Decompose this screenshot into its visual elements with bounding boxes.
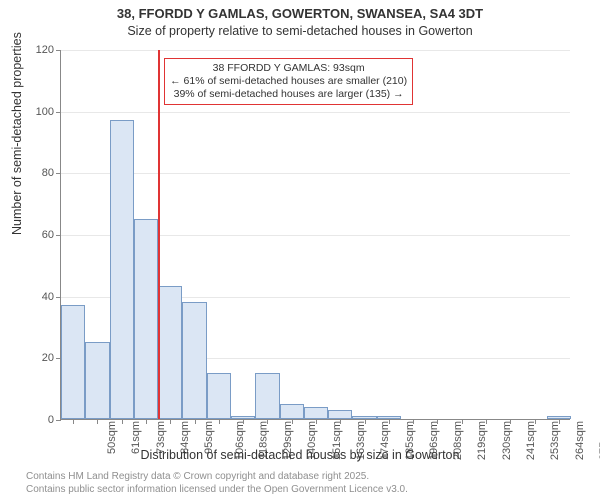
x-tick-mark bbox=[389, 419, 390, 424]
x-tick-mark bbox=[316, 419, 317, 424]
y-tick-label: 0 bbox=[14, 414, 54, 426]
histogram-bar bbox=[158, 286, 182, 419]
gridline bbox=[61, 173, 570, 174]
annotation-line: ← 61% of semi-detached houses are smalle… bbox=[170, 75, 407, 88]
histogram-bar bbox=[85, 342, 109, 419]
histogram-bar bbox=[182, 302, 206, 419]
histogram-bar bbox=[61, 305, 85, 419]
gridline bbox=[61, 50, 570, 51]
x-tick-mark bbox=[292, 419, 293, 424]
title-line1: 38, FFORDD Y GAMLAS, GOWERTON, SWANSEA, … bbox=[0, 6, 600, 23]
y-axis-label: Number of semi-detached properties bbox=[10, 32, 24, 235]
annotation-line: 38 FFORDD Y GAMLAS: 93sqm bbox=[170, 62, 407, 75]
chart-title: 38, FFORDD Y GAMLAS, GOWERTON, SWANSEA, … bbox=[0, 0, 600, 39]
histogram-bar bbox=[304, 407, 328, 419]
x-tick-mark bbox=[340, 419, 341, 424]
y-tick-label: 120 bbox=[14, 44, 54, 56]
footer-line1: Contains HM Land Registry data © Crown c… bbox=[26, 471, 408, 484]
x-tick-mark bbox=[243, 419, 244, 424]
x-tick-mark bbox=[122, 419, 123, 424]
footer-attribution: Contains HM Land Registry data © Crown c… bbox=[26, 471, 408, 496]
annotation-box: 38 FFORDD Y GAMLAS: 93sqm← 61% of semi-d… bbox=[164, 58, 413, 105]
x-tick-mark bbox=[486, 419, 487, 424]
chart-area: 02040608010012050sqm61sqm73sqm84sqm95sqm… bbox=[60, 50, 570, 420]
y-tick-label: 60 bbox=[14, 229, 54, 241]
x-tick-mark bbox=[437, 419, 438, 424]
x-tick-mark bbox=[219, 419, 220, 424]
x-tick-mark bbox=[73, 419, 74, 424]
x-tick-mark bbox=[559, 419, 560, 424]
x-axis-label: Distribution of semi-detached houses by … bbox=[0, 448, 600, 462]
title-line2: Size of property relative to semi-detach… bbox=[0, 23, 600, 39]
x-tick-mark bbox=[170, 419, 171, 424]
x-tick-mark bbox=[146, 419, 147, 424]
y-tick-label: 20 bbox=[14, 352, 54, 364]
histogram-bar bbox=[280, 404, 304, 419]
footer-line2: Contains public sector information licen… bbox=[26, 484, 408, 497]
y-tick-mark bbox=[56, 173, 61, 174]
y-tick-mark bbox=[56, 297, 61, 298]
y-tick-label: 80 bbox=[14, 167, 54, 179]
histogram-bar bbox=[255, 373, 279, 419]
y-tick-label: 40 bbox=[14, 291, 54, 303]
plot-area: 02040608010012050sqm61sqm73sqm84sqm95sqm… bbox=[60, 50, 570, 420]
histogram-bar bbox=[110, 120, 134, 419]
x-tick-mark bbox=[365, 419, 366, 424]
y-tick-mark bbox=[56, 50, 61, 51]
x-tick-mark bbox=[535, 419, 536, 424]
histogram-bar bbox=[328, 410, 352, 419]
histogram-bar bbox=[207, 373, 231, 419]
x-tick-mark bbox=[413, 419, 414, 424]
y-tick-mark bbox=[56, 420, 61, 421]
y-tick-label: 100 bbox=[14, 106, 54, 118]
histogram-bar bbox=[134, 219, 158, 419]
x-tick-mark bbox=[510, 419, 511, 424]
y-tick-mark bbox=[56, 112, 61, 113]
y-tick-mark bbox=[56, 235, 61, 236]
x-tick-mark bbox=[462, 419, 463, 424]
gridline bbox=[61, 112, 570, 113]
x-tick-mark bbox=[97, 419, 98, 424]
reference-line bbox=[158, 50, 160, 419]
x-tick-mark bbox=[267, 419, 268, 424]
annotation-line: 39% of semi-detached houses are larger (… bbox=[170, 88, 407, 101]
x-tick-mark bbox=[195, 419, 196, 424]
